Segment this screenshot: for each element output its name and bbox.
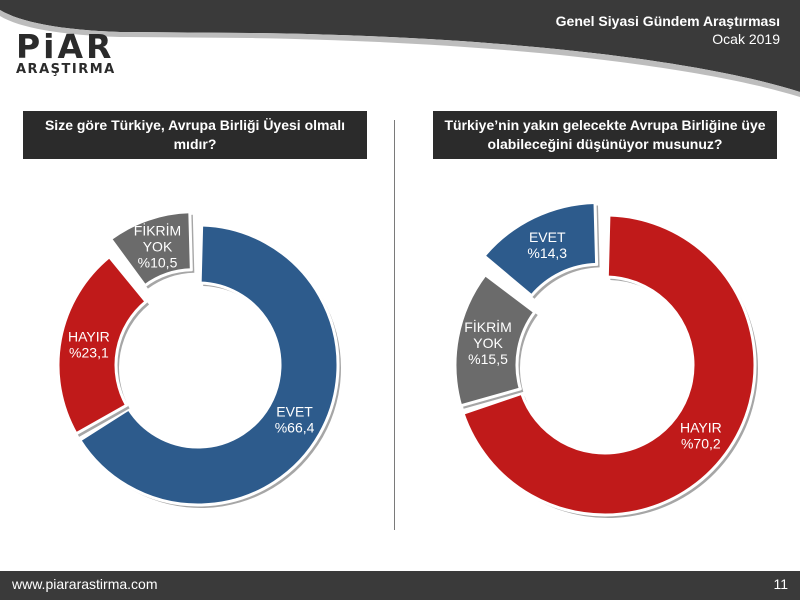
logo-main-text: PiAR [16, 27, 115, 66]
center-divider [394, 120, 395, 530]
donut-slice [78, 223, 340, 507]
slice-fikrim-yok [453, 273, 538, 409]
donut-slice [482, 200, 599, 298]
slice-label-evet: EVET %66,4 [275, 404, 315, 436]
donut-slice [461, 213, 757, 517]
page-number: 11 [773, 576, 788, 592]
donut-slice [109, 210, 193, 288]
report-title: Genel Siyasi Gündem Araştırması [555, 13, 780, 29]
slice-label-fikrim-yok: FİKRİM YOK %15,5 [464, 318, 511, 367]
report-date: Ocak 2019 [712, 31, 780, 47]
footer-bar: www.piararastirma.com 11 [0, 571, 800, 600]
slice-fikrim-yok [109, 210, 195, 289]
question-right: Türkiye’nin yakın gelecekte Avrupa Birli… [433, 111, 777, 159]
donut-chart-right: HAYIR %70,2 FİKRİM YOK %15,5 EVET %14,3 [453, 200, 758, 519]
donut-chart-left: EVET %66,4 HAYIR %23,1 FİKRİM YOK %10,5 [56, 210, 341, 508]
piar-logo: PiAR ARAŞTIRMA [16, 30, 116, 77]
footer-url[interactable]: www.piararastirma.com [12, 576, 158, 592]
slice-evet [78, 223, 341, 508]
question-left: Size göre Türkiye, Avrupa Birliği Üyesi … [23, 111, 367, 159]
slice-hayir [461, 213, 758, 519]
logo-sub-text: ARAŞTIRMA [16, 62, 116, 77]
slice-label-evet: EVET %14,3 [527, 229, 567, 261]
slice-label-hayir: HAYIR %70,2 [680, 420, 722, 452]
header-band [0, 0, 800, 97]
slice-evet [482, 200, 600, 299]
header-text: Genel Siyasi Gündem Araştırması Ocak 201… [556, 12, 780, 48]
slice-hayir [56, 255, 150, 437]
slice-label-fikrim-yok: FİKRİM YOK %10,5 [134, 222, 181, 271]
donut-slice [453, 273, 537, 408]
slice-label-hayir: HAYIR %23,1 [68, 329, 110, 361]
donut-slice [56, 255, 148, 436]
